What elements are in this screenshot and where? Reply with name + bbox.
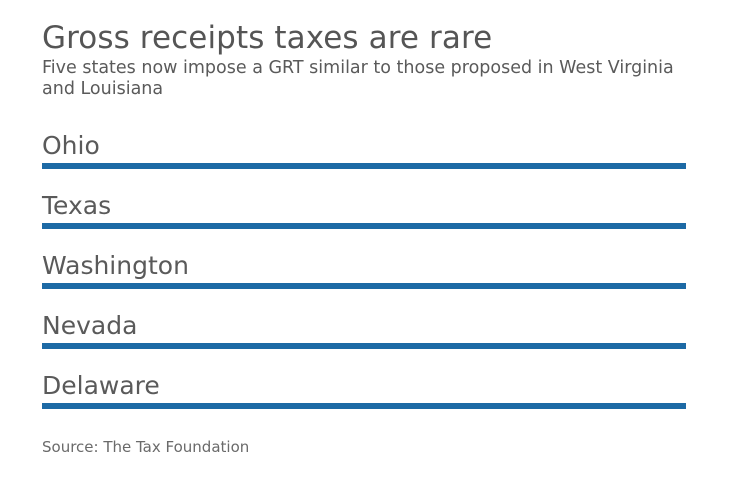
- state-bar: [42, 343, 686, 349]
- state-label: Delaware: [42, 371, 160, 400]
- state-row-texas: Texas: [42, 190, 686, 250]
- state-label: Texas: [42, 191, 112, 220]
- state-bar: [42, 403, 686, 409]
- page-title: Gross receipts taxes are rare: [42, 20, 493, 56]
- state-row-nevada: Nevada: [42, 310, 686, 370]
- graphic-card: Gross receipts taxes are rare Five state…: [42, 18, 686, 456]
- state-bar: [42, 163, 686, 169]
- page-subtitle: Five states now impose a GRT similar to …: [42, 58, 674, 99]
- state-row-washington: Washington: [42, 250, 686, 310]
- state-row-ohio: Ohio: [42, 130, 686, 190]
- state-row-delaware: Delaware: [42, 370, 686, 430]
- state-label: Ohio: [42, 131, 100, 160]
- state-bar: [42, 223, 686, 229]
- source-note: Source: The Tax Foundation: [42, 438, 250, 456]
- state-label: Washington: [42, 251, 189, 280]
- state-bar: [42, 283, 686, 289]
- state-list: Ohio Texas Washington Nevada Delaware: [42, 130, 686, 430]
- state-label: Nevada: [42, 311, 138, 340]
